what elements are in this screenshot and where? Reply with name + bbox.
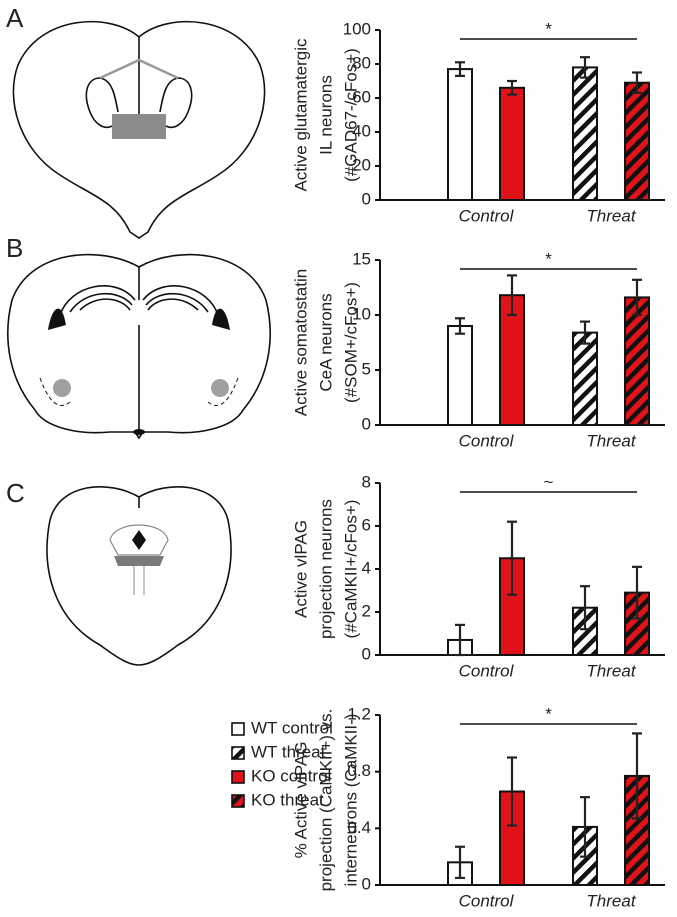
y-tick-label: 8 <box>362 472 371 491</box>
y-axis-label: Active somatostatin <box>291 269 310 416</box>
error-bar <box>580 56 590 79</box>
y-tick-label: 0 <box>362 874 371 893</box>
y-tick-label: 10 <box>352 304 371 323</box>
error-bar <box>455 845 465 880</box>
y-axis-label: Active vlPAG <box>291 520 310 618</box>
error-bar <box>455 623 465 657</box>
y-tick-label: 20 <box>352 155 371 174</box>
legend-swatch <box>231 722 245 736</box>
significance-marker: * <box>545 704 552 723</box>
error-bar <box>507 274 517 317</box>
bar <box>624 296 650 426</box>
x-tick-label: Control <box>459 431 515 450</box>
error-bar <box>632 732 642 820</box>
error-bar <box>632 565 642 620</box>
y-axis-label: projection (CaMKII+) vs. <box>316 709 335 892</box>
x-tick-label: Threat <box>586 431 636 450</box>
y-tick-label: 4 <box>362 558 371 577</box>
error-bar <box>507 756 517 827</box>
error-bar <box>632 71 642 95</box>
y-tick-label: 0 <box>362 644 371 663</box>
error-bar <box>507 79 517 96</box>
x-tick-label: Control <box>459 661 515 680</box>
y-axis-label: (#CaMKII+/cFos+) <box>341 500 360 639</box>
error-bar <box>580 320 590 345</box>
y-axis-label: projection neurons <box>316 499 335 639</box>
error-bar <box>632 278 642 317</box>
y-tick-label: 2 <box>362 601 371 620</box>
y-tick-label: 1.2 <box>347 704 371 723</box>
y-axis-label: interneurons (CaMKII-) <box>341 714 360 887</box>
y-tick-label: 0.8 <box>347 761 371 780</box>
significance-marker: * <box>545 249 552 268</box>
y-tick-label: 5 <box>362 359 371 378</box>
bar <box>499 86 525 201</box>
legend-label: KO control <box>251 766 331 785</box>
y-tick-label: 80 <box>352 53 371 72</box>
y-axis-label: CeA neurons <box>316 293 335 391</box>
legend-swatch <box>231 770 245 784</box>
legend-swatch <box>231 794 245 808</box>
legend: WT control WT threat KO control KO threat <box>231 718 333 809</box>
panel-label: C <box>6 478 25 508</box>
x-tick-label: Threat <box>586 661 636 680</box>
legend-label: WT control <box>251 718 333 737</box>
panel-label: B <box>6 233 23 263</box>
y-tick-label: 0 <box>362 189 371 208</box>
x-tick-label: Control <box>459 891 515 910</box>
y-tick-label: 40 <box>352 121 371 140</box>
bar <box>572 331 598 427</box>
error-bar <box>580 585 590 631</box>
y-tick-label: 60 <box>352 87 371 106</box>
x-tick-label: Threat <box>586 891 636 910</box>
y-axis-label: (#SOM+/cFos+) <box>341 282 360 403</box>
y-tick-label: 6 <box>362 515 371 534</box>
bar <box>499 294 525 427</box>
y-axis-label: (#GAD67-/cFos+) <box>341 48 360 182</box>
bar <box>447 325 473 426</box>
bar <box>447 68 473 201</box>
brain-diagram-b <box>7 253 271 440</box>
error-bar <box>455 61 465 78</box>
y-tick-label: 100 <box>343 19 371 38</box>
error-bar <box>580 796 590 858</box>
y-axis-label: Active glutamatergic <box>291 38 310 192</box>
brain-diagram-a <box>12 20 266 239</box>
panel-label: A <box>6 3 24 33</box>
bar <box>572 66 598 202</box>
legend-swatch <box>231 746 245 760</box>
significance-marker: ~ <box>544 472 554 491</box>
y-tick-label: 0 <box>362 414 371 433</box>
legend-label: KO threat <box>251 790 324 809</box>
x-tick-label: Threat <box>586 206 636 225</box>
y-axis-label: IL neurons <box>316 75 335 155</box>
bar <box>624 81 650 201</box>
significance-marker: * <box>545 19 552 38</box>
y-tick-label: 15 <box>352 249 371 268</box>
x-tick-label: Control <box>459 206 515 225</box>
legend-label: WT threat <box>251 742 326 761</box>
brain-diagram-c <box>46 486 232 666</box>
y-axis-label: % Active vlPAG <box>291 742 310 859</box>
error-bar <box>507 520 517 596</box>
error-bar <box>455 317 465 335</box>
y-tick-label: 0.4 <box>347 818 371 837</box>
